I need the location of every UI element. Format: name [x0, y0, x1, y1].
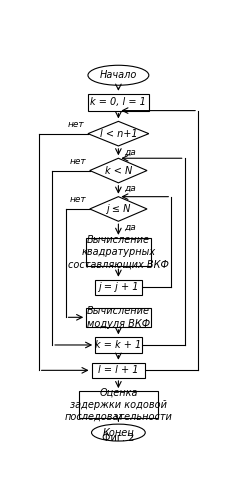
Text: k = 0, l = 1: k = 0, l = 1 — [91, 97, 146, 107]
Text: Конец: Конец — [103, 428, 134, 438]
Polygon shape — [88, 121, 149, 146]
Text: j = j + 1: j = j + 1 — [98, 282, 139, 292]
Text: нет: нет — [70, 195, 86, 205]
Text: Вычисление
квадратурных
составляющих ВКФ: Вычисление квадратурных составляющих ВКФ — [68, 235, 169, 269]
Text: Вычисление
модуля ВКФ: Вычисление модуля ВКФ — [87, 306, 150, 328]
Text: да: да — [124, 148, 136, 157]
Bar — [79, 391, 158, 418]
Text: Оценка
задержки кодовой
последовательности: Оценка задержки кодовой последовательнос… — [64, 387, 172, 422]
Text: да: да — [124, 223, 136, 232]
Bar — [91, 363, 145, 378]
Bar — [86, 238, 151, 266]
Ellipse shape — [91, 424, 145, 441]
Polygon shape — [90, 158, 147, 183]
Text: l = l + 1: l = l + 1 — [98, 365, 139, 375]
Text: l < n+1: l < n+1 — [100, 129, 137, 139]
Text: нет: нет — [68, 120, 84, 129]
Ellipse shape — [88, 65, 149, 85]
Text: j ≤ N: j ≤ N — [106, 204, 131, 214]
Polygon shape — [90, 197, 147, 221]
Text: да: да — [124, 184, 136, 194]
Text: Начало: Начало — [100, 70, 137, 80]
Text: Фиг. 2: Фиг. 2 — [102, 433, 135, 443]
Bar — [86, 308, 151, 327]
Bar — [95, 337, 142, 353]
Text: нет: нет — [70, 157, 86, 166]
Bar — [88, 94, 149, 111]
Text: k < N: k < N — [105, 166, 132, 176]
Text: k = k + 1: k = k + 1 — [95, 340, 142, 350]
Bar — [95, 279, 142, 295]
